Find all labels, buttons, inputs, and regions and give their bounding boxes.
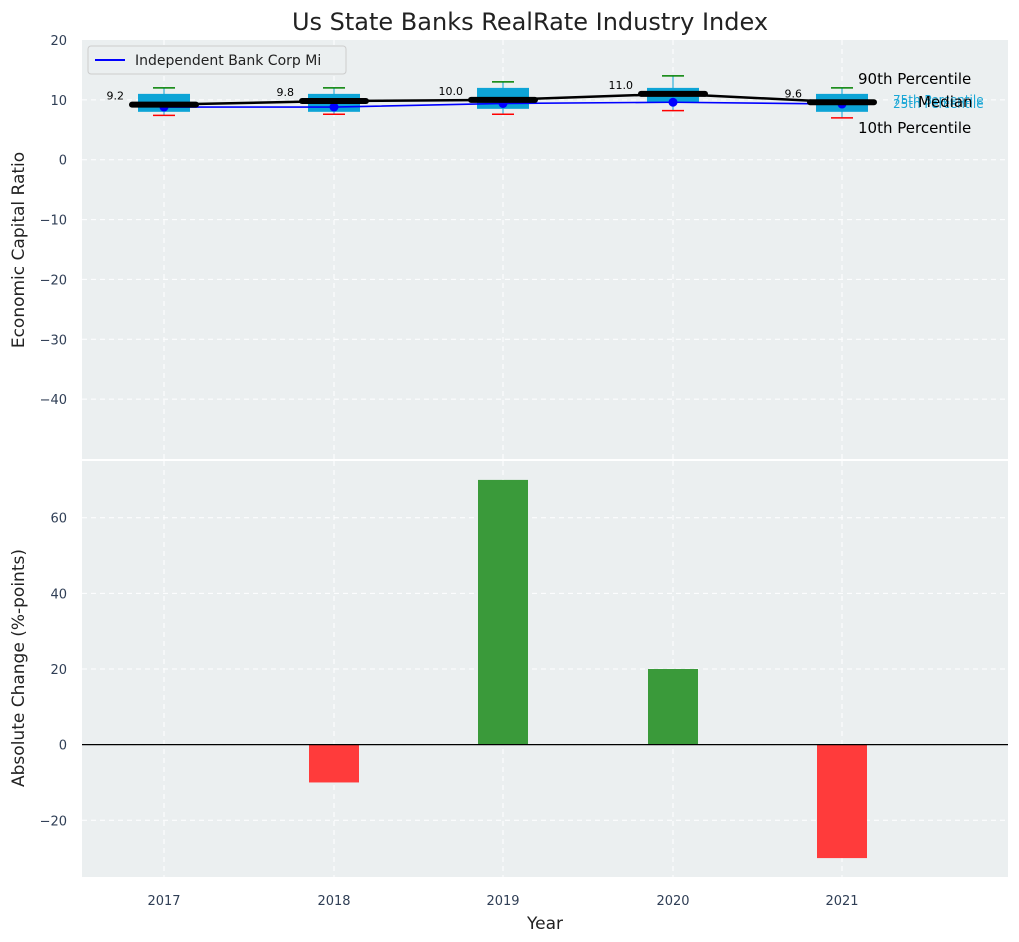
top-y-tick-labels: 20 10 0 −10 −20 −30 −40 — [40, 34, 67, 408]
percentile-panel: 20 10 0 −10 −20 −30 −40 9.2 9.8 10.0 11.0 9.6 Econ… — [9, 34, 1008, 459]
top-y-tick-label: −20 — [40, 273, 67, 288]
change-bar — [817, 744, 867, 859]
top-y-tick-label: −10 — [40, 214, 67, 229]
top-y-tick-label: 20 — [50, 34, 67, 49]
chart-title: Us State Banks RealRate Industry Index — [292, 8, 768, 36]
median-value-label: 9.2 — [107, 90, 125, 103]
label-90th-percentile: 90th Percentile — [858, 70, 971, 88]
median-value-label: 9.6 — [785, 87, 803, 100]
percentile-boxes: 9.2 9.8 10.0 11.0 9.6 — [107, 75, 877, 119]
change-bar — [648, 669, 698, 745]
bottom-y-tick-label: 0 — [59, 739, 67, 754]
label-median: Median — [918, 93, 973, 111]
legend: Independent Bank Corp Mi — [87, 45, 347, 75]
bottom-y-tick-label: 40 — [50, 587, 67, 602]
change-panel: 60 40 20 0 −20 2017 2018 2019 2020 2021 Absolute… — [9, 461, 1008, 934]
company-series-point — [329, 102, 339, 112]
company-series-point — [668, 97, 678, 107]
legend-box — [87, 45, 347, 75]
bottom-y-tick-labels: 60 40 20 0 −20 — [40, 512, 67, 830]
x-tick-label: 2019 — [486, 894, 519, 909]
label-10th-percentile: 10th Percentile — [858, 119, 971, 137]
top-y-tick-label: −30 — [40, 333, 67, 348]
x-tick-label: 2017 — [147, 894, 180, 909]
median-value-label: 11.0 — [609, 79, 634, 92]
change-bars — [309, 479, 867, 859]
top-y-tick-label: 0 — [59, 154, 67, 169]
bottom-y-tick-label: 60 — [50, 512, 67, 527]
median-value-label: 9.8 — [277, 86, 295, 99]
x-axis-title: Year — [526, 914, 563, 934]
median-value-label: 10.0 — [439, 85, 464, 98]
bottom-y-tick-label: 20 — [50, 663, 67, 678]
top-grid — [82, 40, 1008, 459]
top-y-tick-label: −40 — [40, 393, 67, 408]
bottom-y-tick-label: −20 — [40, 814, 67, 829]
x-tick-label: 2018 — [317, 894, 350, 909]
label-75th-percentile: 75th Percentile — [893, 93, 984, 107]
label-25th-percentile: 25th Percentile — [893, 97, 984, 111]
top-y-axis-title: Economic Capital Ratio — [9, 152, 29, 348]
x-tick-label: 2020 — [656, 894, 689, 909]
legend-entry: Independent Bank Corp Mi — [135, 53, 321, 69]
x-tick-label: 2021 — [825, 894, 858, 909]
change-bar — [309, 744, 359, 783]
change-bar — [478, 479, 528, 745]
bottom-y-axis-title: Absolute Change (%-points) — [9, 549, 29, 787]
x-tick-labels: 2017 2018 2019 2020 2021 — [147, 894, 858, 909]
top-y-tick-label: 10 — [50, 94, 67, 109]
